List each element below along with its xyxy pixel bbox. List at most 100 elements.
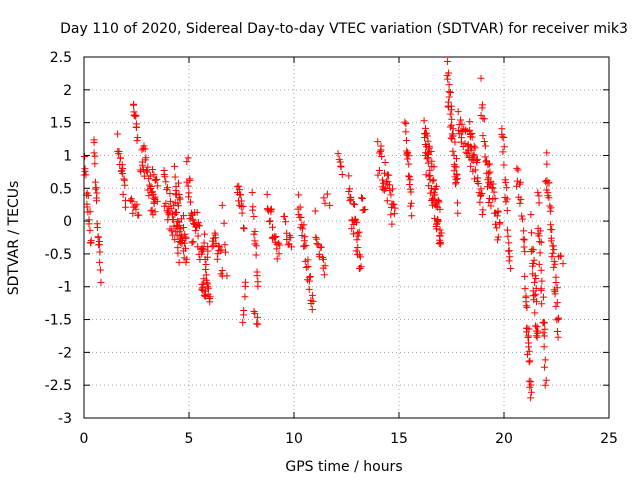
data-point bbox=[280, 212, 288, 220]
data-point bbox=[323, 190, 331, 198]
data-point bbox=[550, 246, 558, 254]
data-point bbox=[446, 110, 454, 118]
data-point bbox=[545, 179, 553, 187]
data-point bbox=[315, 253, 323, 261]
data-point bbox=[94, 233, 102, 241]
data-point bbox=[525, 377, 533, 385]
data-point bbox=[214, 250, 222, 258]
data-point bbox=[84, 192, 92, 200]
data-point bbox=[449, 132, 457, 140]
data-point bbox=[526, 357, 534, 365]
data-point bbox=[351, 200, 359, 208]
data-point bbox=[445, 81, 453, 89]
y-tick-label: -0.5 bbox=[45, 247, 72, 263]
data-point bbox=[530, 278, 538, 286]
data-point bbox=[134, 133, 142, 141]
data-point bbox=[518, 212, 526, 220]
data-point bbox=[352, 247, 360, 255]
data-point bbox=[187, 209, 195, 217]
data-point bbox=[140, 172, 148, 180]
data-point bbox=[481, 142, 489, 150]
data-point bbox=[465, 152, 473, 160]
data-point bbox=[474, 180, 482, 188]
data-point bbox=[407, 188, 415, 196]
data-point bbox=[516, 199, 524, 207]
data-point bbox=[504, 232, 512, 240]
data-point bbox=[464, 142, 472, 150]
data-point bbox=[500, 143, 508, 151]
data-point bbox=[453, 175, 461, 183]
data-point bbox=[481, 153, 489, 161]
data-point bbox=[161, 173, 169, 181]
axis-ticks bbox=[83, 56, 610, 419]
data-point bbox=[92, 184, 100, 192]
data-point bbox=[150, 198, 158, 206]
data-point bbox=[478, 190, 486, 198]
data-point bbox=[449, 147, 457, 155]
data-point bbox=[479, 206, 487, 214]
data-point bbox=[521, 272, 529, 280]
data-point bbox=[521, 248, 529, 256]
data-point bbox=[301, 233, 309, 241]
data-point bbox=[489, 180, 497, 188]
data-point bbox=[253, 268, 261, 276]
data-point bbox=[541, 356, 549, 364]
data-point bbox=[378, 176, 386, 184]
data-point bbox=[428, 196, 436, 204]
data-point bbox=[149, 211, 157, 219]
data-point bbox=[449, 125, 457, 133]
data-point bbox=[183, 255, 191, 263]
data-point bbox=[182, 258, 190, 266]
data-point bbox=[269, 223, 277, 231]
data-point bbox=[287, 243, 295, 251]
data-point bbox=[166, 190, 174, 198]
data-point bbox=[218, 246, 226, 254]
data-point bbox=[478, 101, 486, 109]
data-point bbox=[425, 172, 433, 180]
data-point bbox=[385, 181, 393, 189]
data-point bbox=[153, 175, 161, 183]
data-point bbox=[516, 180, 524, 188]
data-point bbox=[402, 128, 410, 136]
data-point bbox=[128, 197, 136, 205]
data-point bbox=[525, 325, 533, 333]
data-point bbox=[483, 157, 491, 165]
data-point bbox=[165, 211, 173, 219]
data-point bbox=[444, 58, 452, 66]
data-point bbox=[528, 229, 536, 237]
data-point bbox=[548, 253, 556, 261]
data-point bbox=[525, 358, 533, 366]
data-point bbox=[186, 175, 194, 183]
data-point bbox=[250, 212, 258, 220]
data-point bbox=[203, 253, 211, 261]
x-tick-label: 5 bbox=[185, 431, 194, 447]
data-point bbox=[523, 303, 531, 311]
data-point bbox=[507, 265, 515, 273]
data-point bbox=[254, 282, 262, 290]
data-point bbox=[500, 161, 508, 169]
data-point bbox=[306, 273, 314, 281]
data-point bbox=[533, 298, 541, 306]
data-point bbox=[374, 138, 382, 146]
data-point bbox=[297, 214, 305, 222]
data-point bbox=[321, 199, 329, 207]
data-point bbox=[543, 149, 551, 157]
data-point bbox=[144, 163, 152, 171]
data-point bbox=[241, 278, 249, 286]
data-point bbox=[263, 190, 271, 198]
data-point bbox=[132, 205, 140, 213]
data-point bbox=[189, 238, 197, 246]
data-point bbox=[542, 178, 550, 186]
data-point bbox=[430, 176, 438, 184]
data-point bbox=[187, 198, 195, 206]
data-point bbox=[272, 232, 280, 240]
data-point bbox=[387, 191, 395, 199]
data-point bbox=[206, 293, 214, 301]
data-point bbox=[83, 203, 91, 211]
data-point bbox=[201, 230, 209, 238]
data-point bbox=[147, 182, 155, 190]
data-point bbox=[346, 185, 354, 193]
data-point bbox=[404, 149, 412, 157]
data-point bbox=[179, 224, 187, 232]
data-point bbox=[133, 137, 141, 145]
